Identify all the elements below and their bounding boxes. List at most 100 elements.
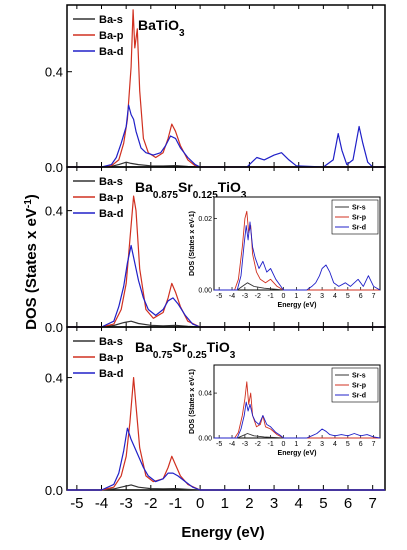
legend-label: Ba-d xyxy=(99,46,123,58)
legend-label: Ba-d xyxy=(99,368,123,380)
y-axis-title-main: DOS (States x eV xyxy=(23,208,40,330)
panel-title: Ba0.75Sr0.25TiO3 xyxy=(135,339,236,361)
inset-y-tick-label: 0.04 xyxy=(198,391,212,398)
panels-group: 0.00.4Ba-sBa-pBa-dBaTiO30.00.4Ba-sBa-pBa… xyxy=(45,4,386,498)
inset-3: -5 -4 -3 -2 -1 0 1 2 3 4 5 6 7 0.00 0.04 Sr-s Sr-p Sr-d En… xyxy=(189,364,381,457)
inset-legend-label: Sr-d xyxy=(352,225,366,232)
panel-title-part: Ba xyxy=(135,339,153,355)
x-axis: -5 -4 -3 -2 -1 0 1 2 3 4 5 6 7 xyxy=(70,495,377,512)
panel-title-sub: 0.75 xyxy=(153,350,173,361)
panel-title-part: Sr xyxy=(178,179,193,195)
inset-x-tick-label: 4 xyxy=(333,293,337,300)
panel-title-sub: 0.125 xyxy=(193,190,218,201)
x-tick-label: 0 xyxy=(196,495,204,512)
inset-x-tick-label: -3 xyxy=(242,293,248,300)
inset-y-title: DOS (States x eV-1) xyxy=(189,369,196,434)
panel-title-part: TiO xyxy=(218,179,241,195)
x-tick-label: -4 xyxy=(95,495,108,512)
x-tick-label: 2 xyxy=(245,495,253,512)
inset-x-tick-label: 1 xyxy=(294,441,298,448)
x-tick-label: 1 xyxy=(221,495,229,512)
inset-y-title: DOS (States x eV-1) xyxy=(189,211,196,276)
y-tick-label: 0.4 xyxy=(45,65,63,80)
panel-title-sub: 0.875 xyxy=(153,190,178,201)
series-line-ba-d xyxy=(67,104,385,168)
inset-x-tick-label: -5 xyxy=(216,441,222,448)
legend-label: Ba-p xyxy=(99,192,124,204)
inset-series-line-sr-s xyxy=(214,433,380,439)
legend-label: Ba-s xyxy=(99,176,123,188)
panel-title-part: BaTiO xyxy=(138,17,179,33)
inset-x-tick-label: -3 xyxy=(242,441,248,448)
inset-legend-label: Sr-p xyxy=(352,383,366,390)
panel-title: Ba0.875Sr0.125TiO3 xyxy=(135,179,247,201)
inset-legend-label: Sr-s xyxy=(352,373,366,380)
inset-x-tick-label: 2 xyxy=(307,293,311,300)
inset-x-tick-label: -5 xyxy=(216,293,222,300)
panel-title-sub: 3 xyxy=(241,190,247,201)
inset-x-tick-label: -2 xyxy=(255,293,261,300)
series-line-ba-p xyxy=(67,377,385,491)
legend-label: Ba-p xyxy=(99,30,124,42)
panel-title-sub: 3 xyxy=(179,28,185,39)
inset-x-tick-label: 2 xyxy=(307,441,311,448)
x-tick-label: 5 xyxy=(319,495,327,512)
x-tick-label: -5 xyxy=(70,495,83,512)
inset-legend-label: Sr-d xyxy=(352,393,366,400)
inset-x-tick-label: 5 xyxy=(346,293,350,300)
inset-x-tick-label: -2 xyxy=(255,441,261,448)
legend-label: Ba-s xyxy=(99,14,123,26)
y-tick-label: 0.0 xyxy=(45,160,63,175)
inset-series-line-sr-d xyxy=(214,221,381,291)
inset-x-tick-label: 3 xyxy=(320,441,324,448)
inset-y-tick-label: 0.00 xyxy=(198,288,212,295)
y-tick-label: 0.0 xyxy=(45,320,63,335)
x-axis-title: Energy (eV) xyxy=(181,524,264,541)
inset-legend-label: Sr-p xyxy=(352,215,366,222)
inset-y-tick-label: 0.00 xyxy=(198,436,212,443)
inset-x-tick-label: 1 xyxy=(294,293,298,300)
inset-x-tick-label: -4 xyxy=(229,293,235,300)
inset-x-title: Energy (eV) xyxy=(278,450,317,457)
y-tick-label: 0.4 xyxy=(45,204,63,219)
inset-x-tick-label: -4 xyxy=(229,441,235,448)
inset-x-tick-label: 0 xyxy=(282,293,286,300)
x-tick-label: -3 xyxy=(119,495,132,512)
inset-series-line-sr-d xyxy=(214,401,381,439)
y-axis-title-sup: -1 xyxy=(23,199,34,208)
panel-title-part: Sr xyxy=(172,339,187,355)
legend-label: Ba-p xyxy=(99,352,124,364)
x-tick-label: 4 xyxy=(295,495,303,512)
inset-x-tick-label: 7 xyxy=(372,441,376,448)
y-tick-label: 0.0 xyxy=(45,483,63,498)
series-line-ba-d xyxy=(67,244,385,328)
inset-legend-label: Sr-s xyxy=(352,205,366,212)
x-tick-label: -1 xyxy=(169,495,182,512)
y-tick-label: 0.4 xyxy=(45,371,63,386)
inset-x-tick-label: 4 xyxy=(333,441,337,448)
x-tick-label: 7 xyxy=(369,495,377,512)
inset-x-title: Energy (eV) xyxy=(278,302,317,309)
inset-x-tick-label: 5 xyxy=(346,441,350,448)
inset-x-tick-label: 0 xyxy=(282,441,286,448)
inset-x-tick-label: 6 xyxy=(359,293,363,300)
inset-x-tick-label: 3 xyxy=(320,293,324,300)
inset-2: -5 -4 -3 -2 -1 0 1 2 3 4 5 6 7 0.00 0.02 Sr-s Sr-p Sr-d En… xyxy=(189,196,381,309)
legend-label: Ba-d xyxy=(99,208,123,220)
x-tick-label: -2 xyxy=(144,495,157,512)
inset-x-tick-label: 7 xyxy=(372,293,376,300)
inset-x-tick-label: -1 xyxy=(268,441,274,448)
panel-title-part: TiO xyxy=(207,339,230,355)
panel-title-sub: 3 xyxy=(230,350,236,361)
inset-x-tick-label: -1 xyxy=(268,293,274,300)
legend-label: Ba-s xyxy=(99,336,123,348)
y-axis-title: DOS (States x eV-1) xyxy=(23,194,41,330)
inset-y-tick-label: 0.02 xyxy=(198,216,212,223)
panel-title-part: Ba xyxy=(135,179,153,195)
panel-title-sub: 0.25 xyxy=(187,350,207,361)
x-tick-label: 3 xyxy=(270,495,278,512)
x-tick-label: 6 xyxy=(344,495,352,512)
